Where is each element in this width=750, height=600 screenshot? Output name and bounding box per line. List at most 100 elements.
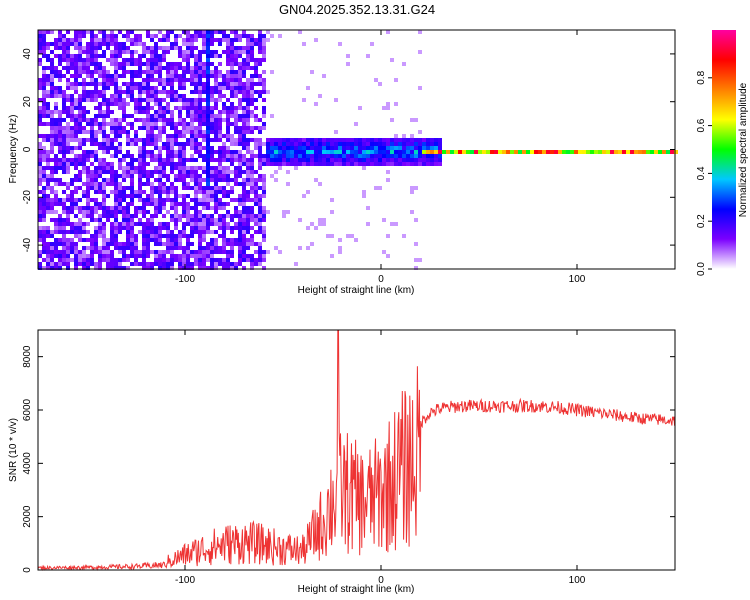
heatmap-cell — [282, 210, 286, 214]
heatmap-cell — [106, 262, 110, 266]
heatmap-cell — [230, 78, 234, 82]
heatmap-cell — [158, 70, 162, 74]
heatmap-cell — [182, 258, 186, 262]
heatmap-cell — [122, 226, 126, 230]
heatmap-cell — [90, 38, 94, 42]
heatmap-cell — [42, 202, 46, 206]
heatmap-cell — [198, 218, 202, 222]
heatmap-cell — [526, 150, 530, 154]
heatmap-cell — [130, 54, 134, 58]
heatmap-cell — [102, 190, 106, 194]
heatmap-cell — [226, 78, 230, 82]
heatmap-cell — [230, 82, 234, 86]
heatmap-cell — [102, 38, 106, 42]
heatmap-cell — [254, 106, 258, 110]
heatmap-cell — [62, 238, 66, 242]
heatmap-cell — [194, 126, 198, 130]
heatmap-cell — [202, 262, 206, 266]
heatmap-cell — [530, 150, 534, 154]
heatmap-cell — [226, 130, 230, 134]
heatmap-cell — [262, 54, 266, 58]
heatmap-cell — [86, 54, 90, 58]
heatmap-cell — [146, 210, 150, 214]
heatmap-cell — [254, 182, 258, 186]
heatmap-cell — [162, 266, 166, 270]
heatmap-cell — [130, 78, 134, 82]
heatmap-cell — [222, 226, 226, 230]
heatmap-cell — [66, 198, 70, 202]
heatmap-cell — [202, 38, 206, 42]
heatmap-cell — [106, 114, 110, 118]
heatmap-cell — [218, 30, 222, 34]
heatmap-cell — [38, 162, 42, 166]
heatmap-cell — [150, 58, 154, 62]
heatmap-cell — [206, 242, 210, 246]
heatmap-cell — [90, 162, 94, 166]
heatmap-cell — [230, 138, 234, 142]
heatmap-cell — [42, 138, 46, 142]
heatmap-cell — [238, 214, 242, 218]
heatmap-cell — [178, 118, 182, 122]
heatmap-cell — [58, 138, 62, 142]
heatmap-cell — [78, 142, 82, 146]
heatmap-cell — [226, 138, 230, 142]
heatmap-cell — [310, 142, 314, 146]
heatmap-cell — [58, 134, 62, 138]
heatmap-cell — [50, 66, 54, 70]
heatmap-cell — [82, 266, 86, 270]
heatmap-cell — [142, 158, 146, 162]
heatmap-cell — [226, 194, 230, 198]
heatmap-cell — [178, 262, 182, 266]
heatmap-cell — [38, 50, 42, 54]
heatmap-cell — [174, 150, 178, 154]
heatmap-cell — [230, 150, 234, 154]
heatmap-cell — [234, 150, 238, 154]
heatmap-cell — [426, 162, 430, 166]
heatmap-cell — [102, 182, 106, 186]
heatmap-cell — [226, 58, 230, 62]
heatmap-cell — [202, 118, 206, 122]
heatmap-cell — [50, 206, 54, 210]
heatmap-cell — [110, 74, 114, 78]
heatmap-cell — [126, 70, 130, 74]
heatmap-cell — [62, 102, 66, 106]
heatmap-cell — [82, 246, 86, 250]
heatmap-cell — [78, 34, 82, 38]
heatmap-cell — [170, 242, 174, 246]
heatmap-cell — [634, 150, 638, 154]
heatmap-cell — [134, 254, 138, 258]
heatmap-cell — [98, 38, 102, 42]
heatmap-cell — [42, 90, 46, 94]
heatmap-cell — [322, 146, 326, 150]
heatmap-cell — [58, 74, 62, 78]
heatmap-cell — [362, 194, 366, 198]
heatmap-cell — [242, 30, 246, 34]
heatmap-cell — [162, 214, 166, 218]
heatmap-cell — [186, 38, 190, 42]
heatmap-cell — [122, 242, 126, 246]
heatmap-cell — [586, 150, 590, 154]
heatmap-cell — [182, 130, 186, 134]
heatmap-cell — [58, 46, 62, 50]
heatmap-cell — [134, 86, 138, 90]
heatmap-cell — [330, 210, 334, 214]
heatmap-cell — [342, 142, 346, 146]
heatmap-cell — [162, 118, 166, 122]
heatmap-cell — [550, 150, 554, 154]
heatmap-cell — [258, 218, 262, 222]
snr-frame — [37, 329, 676, 571]
heatmap-cell — [390, 58, 394, 62]
heatmap-cell — [226, 118, 230, 122]
heatmap-cell — [54, 246, 58, 250]
heatmap-cell — [54, 54, 58, 58]
heatmap-cell — [66, 242, 70, 246]
heatmap-cell — [330, 138, 334, 142]
heatmap-cell — [142, 86, 146, 90]
heatmap-cell — [86, 254, 90, 258]
heatmap-cell — [150, 262, 154, 266]
heatmap-cell — [250, 234, 254, 238]
heatmap-cell — [270, 158, 274, 162]
heatmap-cell — [222, 134, 226, 138]
heatmap-cell — [154, 262, 158, 266]
heatmap-cell — [254, 146, 258, 150]
